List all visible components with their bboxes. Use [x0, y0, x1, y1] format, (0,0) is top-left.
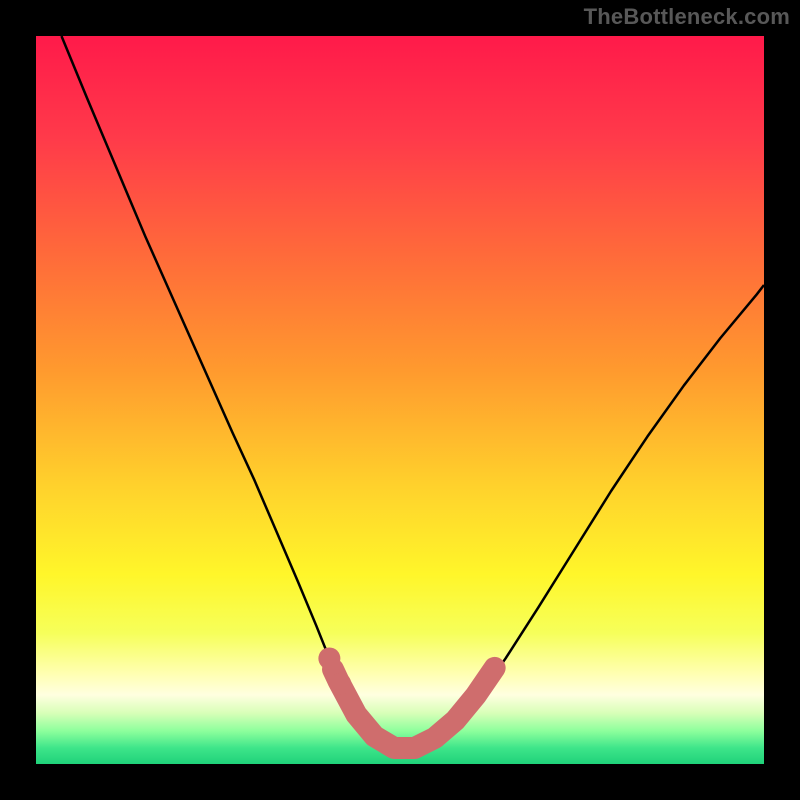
bottleneck-chart	[36, 36, 764, 764]
valley-dot	[329, 673, 351, 695]
gradient-background	[36, 36, 764, 764]
stage: TheBottleneck.com	[0, 0, 800, 800]
watermark-text: TheBottleneck.com	[584, 4, 790, 30]
valley-dot	[318, 647, 340, 669]
